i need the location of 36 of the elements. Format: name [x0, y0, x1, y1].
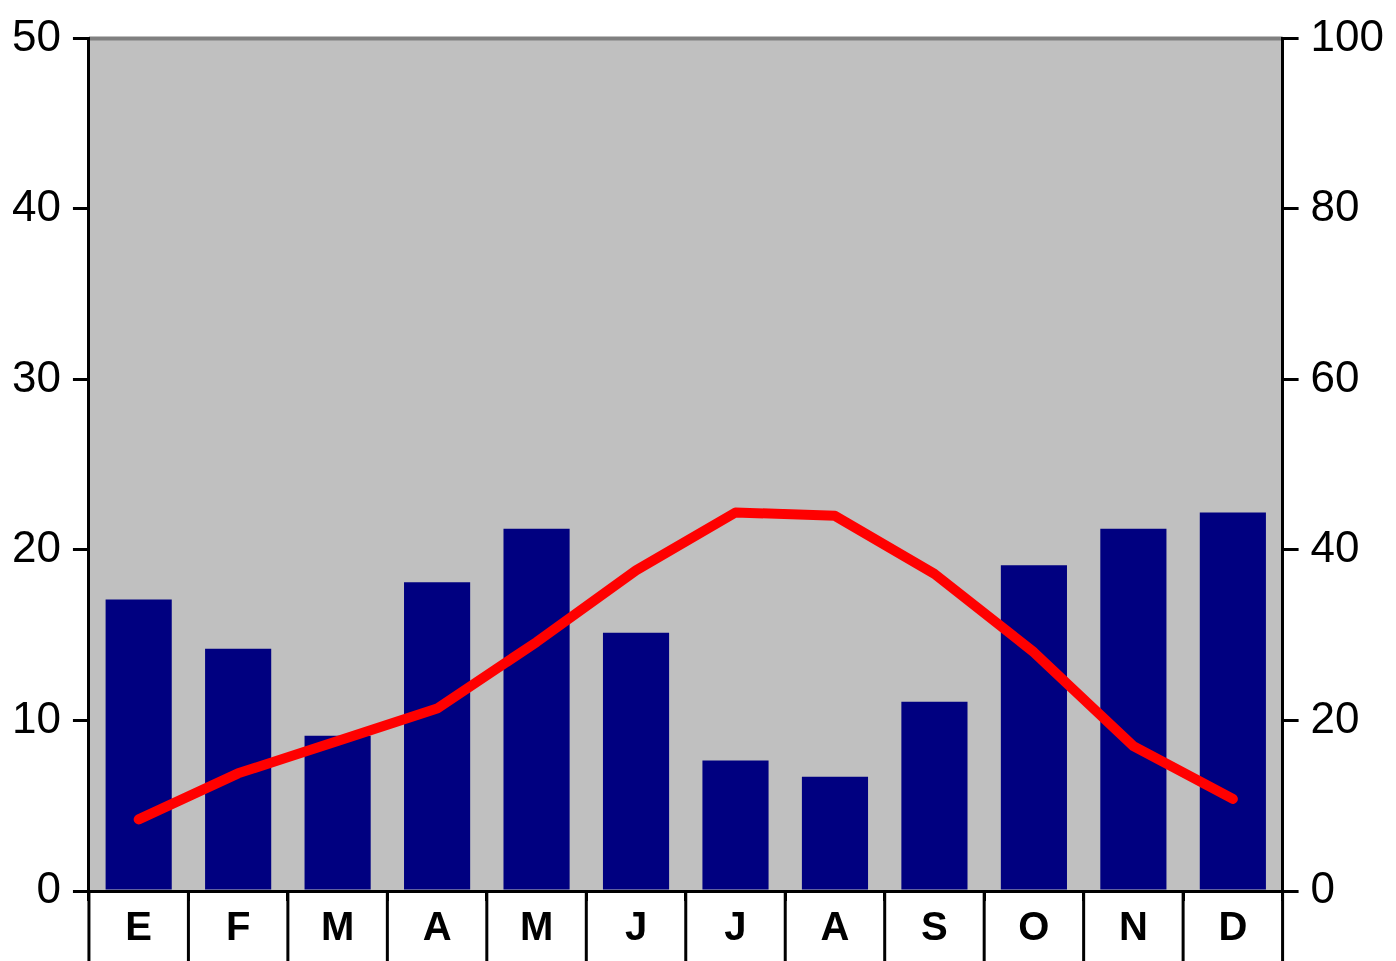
bar: [404, 582, 471, 890]
y2-tick-label: 0: [1310, 863, 1336, 913]
y-tick-label: 40: [11, 181, 61, 231]
y2-tick-label: 20: [1310, 692, 1360, 742]
y-tick-label: 0: [36, 863, 61, 913]
bar: [602, 632, 670, 890]
bar: [205, 648, 272, 890]
y-tick-label: 50: [11, 10, 61, 60]
x-tick-label: O: [1018, 904, 1050, 949]
y2-tick-label: 80: [1310, 181, 1360, 231]
bar: [1199, 512, 1266, 890]
bar: [901, 701, 968, 890]
x-tick-label: N: [1118, 904, 1148, 949]
bar: [105, 599, 172, 890]
x-tick-label: J: [724, 904, 747, 949]
x-tick-label: S: [921, 904, 948, 949]
x-tick-label: J: [624, 904, 648, 949]
bar: [1000, 565, 1067, 890]
bar: [1100, 528, 1167, 890]
bar: [304, 735, 371, 890]
bar: [801, 776, 869, 890]
y2-tick-label: 100: [1310, 10, 1385, 60]
x-tick-label: M: [519, 904, 554, 949]
bar: [503, 528, 570, 890]
y2-tick-label: 60: [1310, 351, 1360, 401]
y-tick-label: 30: [11, 351, 61, 401]
y2-tick-label: 40: [1310, 522, 1360, 572]
x-tick-label: F: [225, 904, 251, 949]
y-tick-label: 10: [11, 692, 61, 742]
y-tick-label: 20: [11, 522, 61, 572]
x-tick-label: A: [422, 904, 452, 949]
bar: [702, 760, 769, 890]
x-tick-label: E: [125, 904, 153, 949]
x-tick-label: M: [320, 904, 355, 949]
x-tick-label: A: [820, 904, 850, 949]
x-tick-label: D: [1218, 904, 1248, 949]
